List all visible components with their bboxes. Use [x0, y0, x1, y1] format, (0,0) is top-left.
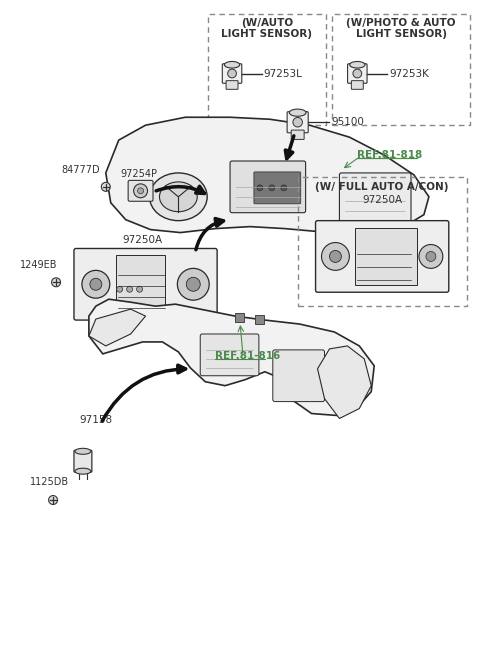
FancyBboxPatch shape: [230, 161, 306, 212]
FancyBboxPatch shape: [226, 80, 238, 90]
Text: 97254P: 97254P: [120, 169, 157, 179]
Ellipse shape: [289, 109, 306, 116]
Circle shape: [257, 185, 263, 191]
Bar: [235, 313, 244, 322]
Polygon shape: [106, 118, 429, 232]
FancyBboxPatch shape: [200, 334, 259, 376]
Circle shape: [101, 183, 110, 191]
Bar: [298, 177, 467, 306]
Text: 97250A: 97250A: [122, 234, 163, 244]
Bar: [355, 228, 417, 286]
Ellipse shape: [75, 468, 91, 474]
Circle shape: [186, 278, 200, 291]
Text: 97253K: 97253K: [389, 68, 429, 78]
Ellipse shape: [224, 62, 240, 68]
Text: 97250A: 97250A: [362, 195, 402, 205]
Text: 97253L: 97253L: [264, 68, 303, 78]
FancyBboxPatch shape: [222, 64, 242, 83]
Bar: [208, 14, 325, 125]
Circle shape: [133, 184, 147, 198]
Bar: [255, 315, 264, 324]
Circle shape: [90, 278, 102, 290]
FancyBboxPatch shape: [128, 181, 153, 201]
Ellipse shape: [159, 182, 197, 212]
Circle shape: [293, 118, 302, 127]
Text: 97158: 97158: [79, 416, 112, 426]
Circle shape: [127, 286, 132, 292]
Circle shape: [228, 69, 237, 78]
Text: REF.81-816: REF.81-816: [216, 351, 281, 361]
Circle shape: [419, 244, 443, 268]
Circle shape: [426, 252, 436, 262]
Circle shape: [117, 286, 123, 292]
FancyBboxPatch shape: [287, 112, 308, 133]
FancyBboxPatch shape: [273, 350, 324, 402]
Ellipse shape: [150, 173, 207, 220]
Circle shape: [82, 270, 110, 298]
Ellipse shape: [75, 448, 91, 454]
Bar: [333, 14, 469, 125]
Ellipse shape: [349, 62, 365, 68]
FancyBboxPatch shape: [291, 130, 304, 139]
Circle shape: [51, 278, 60, 287]
Circle shape: [178, 268, 209, 300]
Circle shape: [269, 185, 275, 191]
Circle shape: [322, 242, 349, 270]
FancyBboxPatch shape: [351, 80, 363, 90]
Text: 95100: 95100: [332, 118, 364, 127]
Circle shape: [48, 495, 58, 505]
Polygon shape: [89, 299, 374, 416]
FancyBboxPatch shape: [339, 173, 411, 228]
Circle shape: [281, 185, 287, 191]
Circle shape: [138, 188, 144, 194]
Text: (W/PHOTO & AUTO
LIGHT SENSOR): (W/PHOTO & AUTO LIGHT SENSOR): [346, 18, 456, 39]
Text: 1249EB: 1249EB: [21, 260, 58, 270]
FancyBboxPatch shape: [74, 450, 92, 472]
Text: 84777D: 84777D: [61, 165, 100, 175]
Circle shape: [353, 69, 362, 78]
Text: (W/ FULL AUTO A/CON): (W/ FULL AUTO A/CON): [315, 182, 449, 192]
Text: (W/AUTO
LIGHT SENSOR): (W/AUTO LIGHT SENSOR): [221, 18, 312, 39]
Polygon shape: [318, 346, 371, 418]
Circle shape: [329, 250, 341, 262]
Bar: [116, 256, 166, 313]
Text: REF.81-818: REF.81-818: [357, 150, 422, 160]
FancyBboxPatch shape: [74, 248, 217, 320]
FancyBboxPatch shape: [348, 64, 367, 83]
Circle shape: [137, 286, 143, 292]
FancyBboxPatch shape: [315, 220, 449, 292]
FancyBboxPatch shape: [254, 172, 300, 204]
Polygon shape: [89, 309, 145, 346]
Text: 1125DB: 1125DB: [30, 477, 69, 487]
